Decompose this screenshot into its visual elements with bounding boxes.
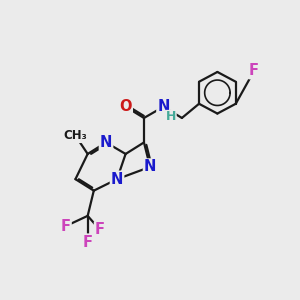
Text: N: N (100, 135, 112, 150)
Text: F: F (249, 63, 259, 78)
Text: H: H (166, 110, 176, 124)
Text: O: O (119, 99, 132, 114)
Text: N: N (111, 172, 123, 187)
Text: F: F (83, 235, 93, 250)
Text: N: N (158, 99, 170, 114)
Text: CH₃: CH₃ (64, 129, 87, 142)
Text: N: N (144, 159, 156, 174)
Text: F: F (95, 222, 105, 237)
Text: F: F (61, 219, 70, 234)
